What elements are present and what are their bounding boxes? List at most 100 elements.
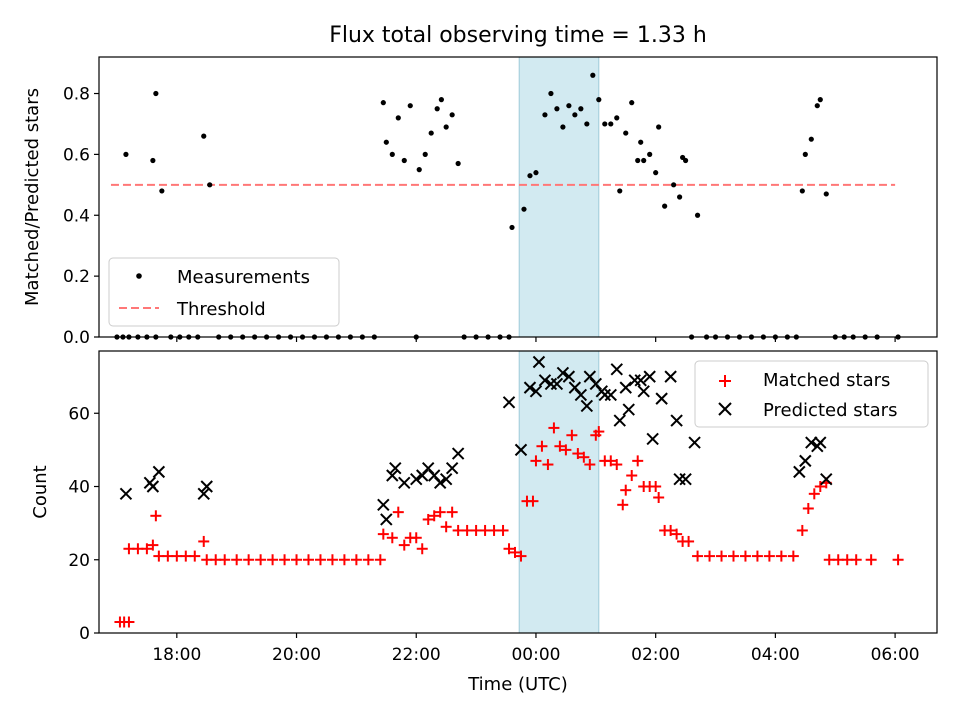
bottom-xtick-label: 04:00 (751, 645, 800, 665)
predicted-star-marker (637, 385, 650, 398)
matched-star-marker (150, 510, 162, 522)
measurement-point (802, 151, 808, 157)
predicted-star-marker (152, 465, 166, 479)
predicted-star-marker (820, 472, 833, 486)
matched-star-marker (605, 455, 617, 467)
measurement-point (434, 106, 440, 112)
predicted-star-marker (664, 370, 677, 383)
matched-star-marker (814, 481, 826, 493)
matched-star-marker (617, 499, 629, 511)
predicted-star-marker (502, 396, 516, 409)
bottom-panel: 0 20 40 60 18:00 20:00 22:00 00:00 02:00 04:00 06… (30, 350, 938, 695)
predicted-star-marker (679, 472, 692, 486)
bottom-ytick-label: 20 (68, 551, 90, 571)
measurement-point (207, 182, 213, 188)
matched-star-marker (850, 554, 862, 566)
measurement-point (617, 188, 623, 194)
matched-star-marker (620, 484, 632, 496)
predicted-star-marker (634, 374, 647, 387)
matched-star-marker (440, 521, 452, 533)
bottom-xtick-label: 22:00 (392, 645, 441, 665)
bottom-xtick-label: 00:00 (511, 645, 560, 665)
predicted-star-marker (410, 472, 423, 486)
measurement-point (584, 121, 590, 127)
predicted-star-marker (799, 454, 812, 468)
measurement-point (150, 157, 156, 164)
measurement-point (527, 173, 533, 179)
matched-star-marker (548, 422, 560, 434)
matched-star-marker (231, 554, 243, 566)
measurement-point (653, 170, 659, 176)
matched-star-marker (147, 539, 159, 551)
bottom-ytick-label: 60 (68, 404, 90, 424)
matched-star-marker (763, 550, 775, 562)
matched-star-marker (593, 426, 605, 438)
measurement-point (808, 136, 814, 142)
matched-star-marker (739, 550, 751, 562)
measurement-point (560, 124, 566, 130)
bottom-ylabel: Count (30, 465, 51, 518)
legend-predicted-label: Predicted stars (763, 400, 897, 421)
measurement-point (509, 224, 515, 231)
matched-star-marker (566, 429, 578, 441)
predicted-star-marker (523, 381, 537, 394)
bottom-xlabel: Time (UTC) (467, 674, 568, 695)
matched-star-marker (572, 448, 584, 460)
measurement-point (422, 151, 428, 157)
measurement-point (817, 97, 823, 103)
predicted-star-marker (619, 381, 632, 394)
matched-star-marker (787, 550, 799, 562)
measurement-point (623, 130, 629, 136)
matched-star-marker (692, 550, 704, 562)
predicted-star-marker (538, 374, 552, 387)
top-ylabel: Matched/Predicted stars (22, 88, 43, 306)
predicted-star-marker (655, 392, 668, 405)
measurement-point (201, 133, 207, 139)
bottom-xtick-label: 02:00 (631, 645, 680, 665)
matched-star-marker (314, 554, 326, 566)
measurement-point (521, 206, 527, 212)
matched-star-marker (704, 550, 716, 562)
matched-star-marker (338, 554, 350, 566)
matched-star-marker (362, 554, 374, 566)
matched-star-marker (808, 488, 820, 500)
legend-matched-label: Matched stars (763, 370, 890, 391)
matched-star-marker (560, 444, 572, 456)
predicted-star-marker (604, 388, 617, 402)
measurement-point (443, 124, 449, 130)
top-ytick-label: 0.4 (63, 206, 90, 226)
bottom-xtick-label: 20:00 (272, 645, 321, 665)
matched-star-marker (683, 535, 695, 547)
matched-star-marker (255, 554, 267, 566)
matched-star-marker (374, 554, 386, 566)
matched-star-marker (497, 524, 509, 536)
matched-star-marker (422, 513, 434, 525)
measurement-point (123, 151, 129, 157)
matched-star-marker (611, 459, 623, 471)
measurement-point (694, 212, 701, 218)
measurement-point (548, 90, 554, 97)
measurement-point (407, 103, 413, 109)
predicted-star-marker (805, 436, 818, 449)
predicted-star-marker (643, 370, 656, 383)
predicted-star-marker (562, 370, 576, 383)
measurement-point (638, 139, 644, 145)
measurement-point (662, 203, 668, 209)
matched-star-marker (428, 510, 440, 522)
measurement-point (814, 103, 820, 109)
matched-star-marker (527, 495, 539, 507)
legend-predicted-marker (718, 402, 732, 416)
matched-star-marker (626, 470, 638, 482)
matched-star-marker (716, 550, 728, 562)
bottom-plot-frame (98, 350, 938, 634)
matched-star-marker (377, 528, 389, 540)
measurement-point (671, 182, 677, 188)
matched-star-marker (775, 550, 787, 562)
measurement-point (428, 130, 434, 136)
predicted-star-marker (439, 472, 453, 486)
predicted-star-marker (793, 465, 806, 479)
top-panel: 0.00.20.40.60.8 Matched/Predicted stars … (22, 56, 938, 348)
top-ytick-label: 0.2 (63, 267, 90, 287)
predicted-star-marker (532, 355, 546, 369)
